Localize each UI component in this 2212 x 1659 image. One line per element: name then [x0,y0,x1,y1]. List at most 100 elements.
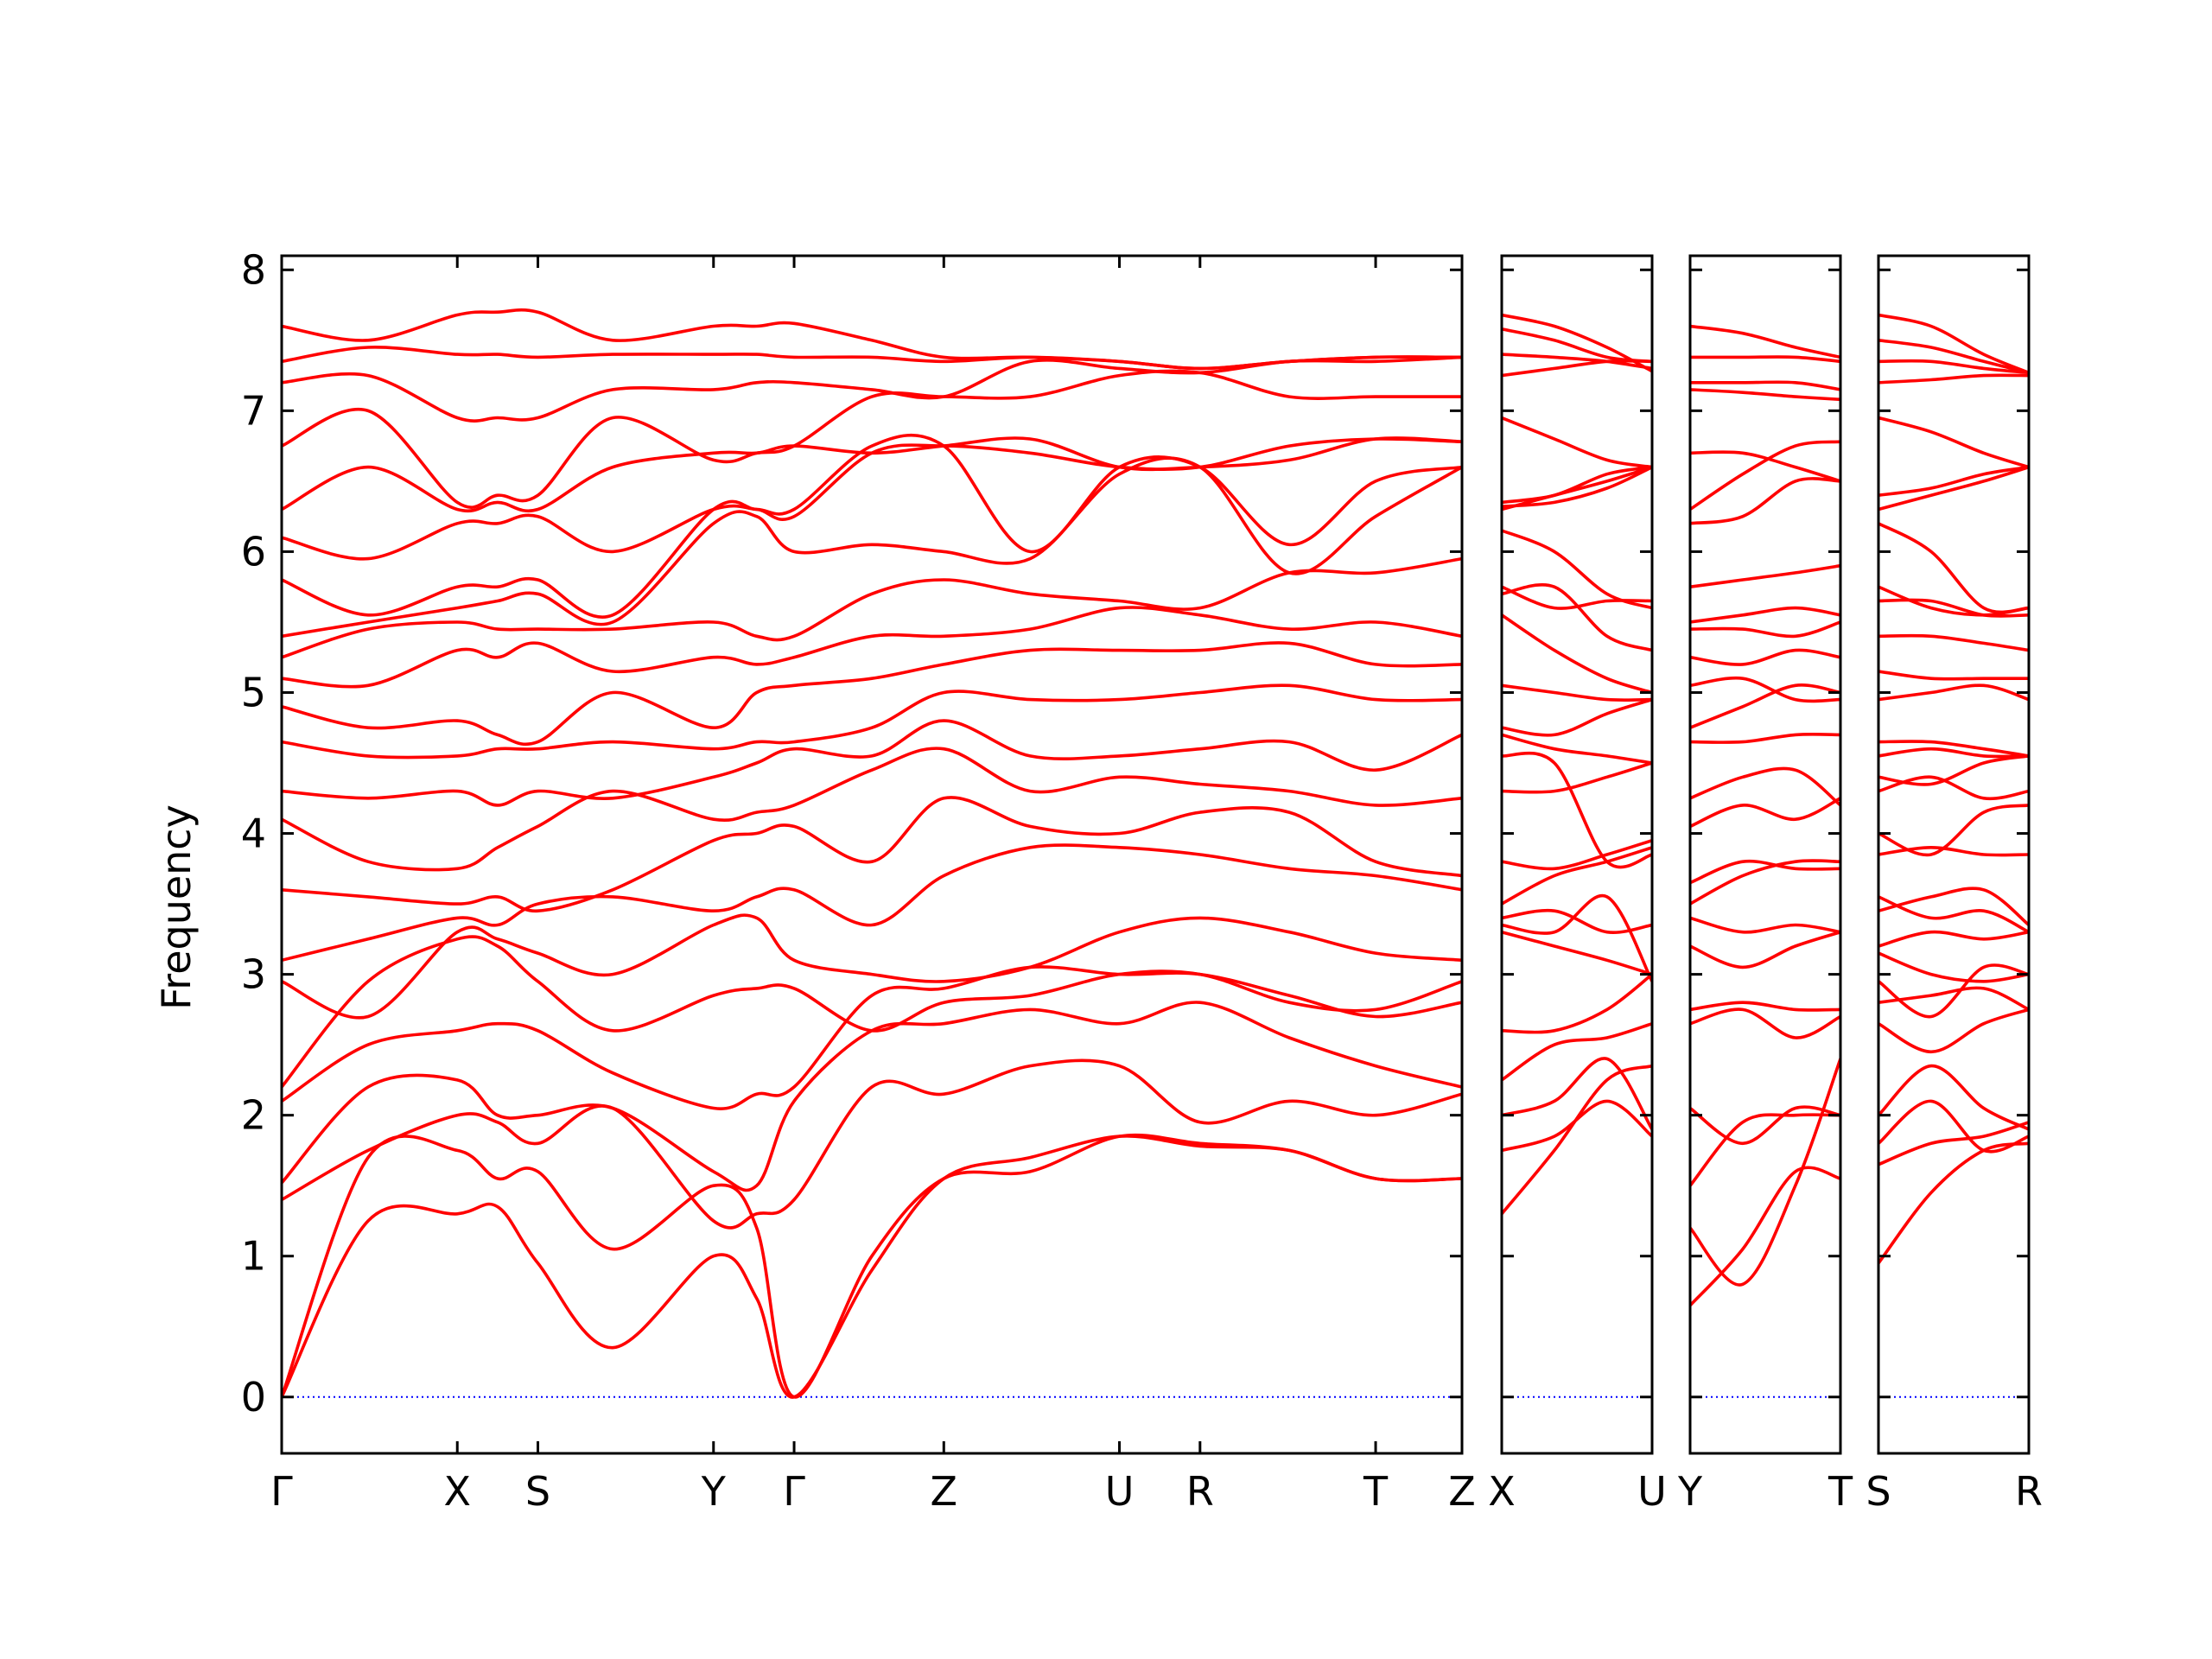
x-tick-label-Y: Y [1677,1468,1703,1515]
band-line-S-R-1 [1878,1141,2029,1265]
band-line-Y-T-15 [1690,676,1840,703]
y-tick-label: 1 [241,1233,266,1280]
band-line-S-R-23 [1878,522,2029,614]
band-line-S-R-10 [1878,887,2029,927]
band-line-X-U-5 [1502,972,1652,1034]
band-line-Y-T-8 [1690,916,1840,934]
y-tick-label: 3 [241,951,266,998]
band-line-Y-T-22 [1690,450,1840,483]
band-line-main-3 [282,1058,1462,1230]
x-tick-label-X: X [1488,1468,1516,1515]
band-line-S-R-21 [1878,598,2029,618]
band-line-main-20 [282,369,1462,509]
band-line-S-R-6 [1878,986,2029,1012]
band-line-X-U-22 [1502,465,1652,505]
band-line-S-R-7 [1878,963,2029,1019]
band-line-X-U-10 [1502,838,1652,871]
band-line-main-9 [282,796,1462,913]
y-axis-label: Frequency [153,804,200,1010]
band-line-main-17 [282,433,1462,619]
band-line-main-15 [282,556,1462,659]
band-line-X-U-20 [1502,465,1652,512]
band-line-X-U-27 [1502,313,1652,373]
band-line-S-R-15 [1878,754,2029,786]
band-line-S-R-5 [1878,1007,2029,1054]
band-line-X-U-14 [1502,697,1652,737]
band-line-main-8 [282,843,1462,963]
band-line-Y-T-5 [1690,1007,1840,1039]
x-tick-label-R: R [1186,1468,1214,1515]
panel-plot-area [1690,324,1840,1398]
x-tick-label-S: S [1866,1468,1891,1515]
band-line-Y-T-11 [1690,797,1840,829]
y-tick-label: 8 [241,246,266,293]
band-line-main-23 [282,308,1462,371]
band-line-Y-T-24 [1690,380,1840,391]
band-line-main-2 [282,1133,1462,1399]
band-line-S-R-9 [1878,930,2029,948]
band-line-X-U-11 [1502,761,1652,794]
band-line-S-R-18 [1878,683,2029,702]
band-line-main-13 [282,641,1462,747]
band-line-Y-T-26 [1690,324,1840,359]
band-line-S-R-26 [1878,416,2029,469]
band-line-main-6 [282,935,1462,1089]
band-line-S-R-20 [1878,633,2029,652]
x-tick-label-X: X [443,1468,471,1515]
band-line-Y-T-25 [1690,355,1840,364]
band-line-main-10 [282,747,1462,872]
band-line-Y-T-6 [1690,1001,1840,1012]
band-line-X-U-3 [1502,1057,1652,1131]
band-line-S-R-12 [1878,846,2029,857]
x-tick-label-Z: Z [931,1468,958,1515]
band-line-X-U-25 [1502,353,1652,371]
band-line-S-R-2 [1878,1121,2029,1166]
band-line-Y-T-7 [1690,930,1840,969]
panel-frame [1688,254,1842,1455]
band-line-Y-T-14 [1690,683,1840,729]
band-line-X-U-15 [1502,683,1652,702]
x-tick-label-Γ: Γ [270,1468,293,1515]
band-line-X-U-2 [1502,1099,1652,1153]
band-line-X-U-18 [1502,585,1652,610]
band-line-X-U-4 [1502,1021,1652,1082]
band-line-S-R-16 [1878,747,2029,759]
y-tick-label: 0 [241,1374,266,1421]
band-line-main-5 [282,965,1462,1110]
x-tick-label-Γ: Γ [783,1468,805,1515]
x-tick-label-U: U [1637,1468,1667,1515]
x-tick-label-T: T [1363,1468,1389,1515]
band-line-X-U-21 [1502,465,1652,508]
y-tick-label: 5 [241,669,266,715]
band-line-S-R-11 [1878,895,2029,934]
band-line-main-4 [282,1001,1462,1192]
band-line-main-12 [282,683,1462,760]
band-line-Y-T-13 [1690,732,1840,744]
band-line-X-U-6 [1502,930,1652,976]
panel-frame [1500,254,1654,1455]
band-line-Y-T-4 [1690,1105,1840,1146]
band-line-X-U-7 [1502,893,1652,983]
band-line-S-R-4 [1878,1064,2029,1131]
band-line-main-14 [282,606,1462,689]
band-line-X-U-9 [1502,846,1652,906]
band-line-Y-T-9 [1690,859,1840,906]
y-tick-label: 4 [241,810,266,857]
band-line-Y-T-1 [1690,1166,1840,1307]
x-tick-label-R: R [2015,1468,2043,1515]
x-tick-label-Y: Y [701,1468,727,1515]
band-line-main-19 [282,436,1462,512]
y-tick-label: 6 [241,528,266,575]
band-line-X-U-23 [1502,416,1652,469]
band-line-Y-T-16 [1690,648,1840,666]
band-line-X-U-12 [1502,751,1652,869]
panel-plot-area [1878,313,2029,1398]
band-line-Y-T-18 [1690,606,1840,624]
panel-plot-area [1502,313,1652,1398]
band-line-X-U-16 [1502,613,1652,695]
